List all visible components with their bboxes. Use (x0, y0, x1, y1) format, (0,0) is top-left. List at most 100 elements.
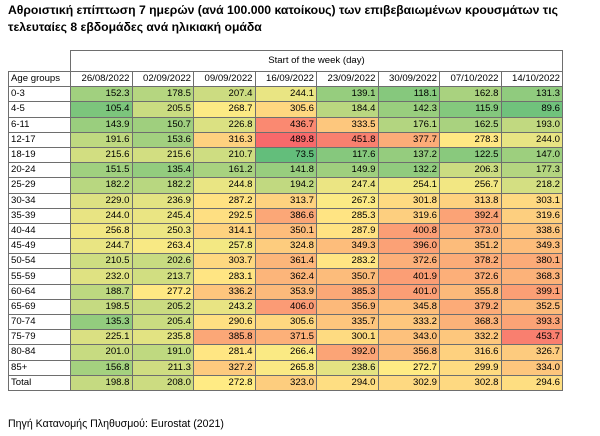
incidence-value-cell: 205.5 (131, 101, 194, 118)
incidence-value-cell: 380.1 (500, 253, 563, 270)
incidence-value-cell: 305.6 (254, 101, 317, 118)
incidence-value-cell: 191.0 (131, 344, 194, 361)
date-header: 16/09/2022 (254, 70, 317, 88)
incidence-value-cell: 489.8 (254, 131, 317, 148)
incidence-value-cell: 400.8 (377, 222, 440, 240)
incidence-value-cell: 319.6 (377, 207, 440, 224)
incidence-value-cell: 244.8 (193, 177, 256, 194)
table-row: 75-79 225.1 235.8 385.8 371.5 300.1 343.0 332.2… (8, 329, 563, 346)
incidence-value-cell: 356.8 (377, 344, 440, 361)
table-row: 6-11 143.9 150.7 226.8 436.7 333.5 176.1 162.5 1… (8, 116, 563, 133)
incidence-value-cell: 205.4 (131, 313, 194, 331)
table-row: 18-19 215.6 215.6 210.7 73.5 117.6 137.2 122.5 1… (8, 146, 563, 164)
incidence-value-cell: 208.0 (131, 374, 194, 391)
incidence-value-cell: 182.2 (131, 177, 194, 194)
week-header: Start of the week (day) (70, 50, 563, 72)
incidence-value-cell: 323.0 (254, 374, 317, 391)
incidence-value-cell: 379.2 (439, 298, 502, 316)
incidence-value-cell: 201.0 (70, 344, 133, 361)
incidence-value-cell: 176.1 (377, 116, 440, 133)
incidence-value-cell: 213.7 (131, 268, 194, 285)
incidence-value-cell: 372.6 (377, 253, 440, 270)
incidence-value-cell: 294.0 (316, 374, 379, 391)
age-group-label: 35-39 (8, 207, 71, 224)
table-row: 80-84 201.0 191.0 281.4 266.4 392.0 356.8 316.6… (8, 344, 563, 361)
incidence-value-cell: 263.4 (131, 238, 194, 255)
age-group-label: 20-24 (8, 162, 71, 179)
incidence-value-cell: 150.7 (131, 116, 194, 133)
incidence-value-cell: 198.8 (70, 374, 133, 391)
incidence-value-cell: 238.6 (316, 359, 379, 376)
incidence-value-cell: 368.3 (500, 268, 563, 285)
incidence-value-cell: 303.1 (500, 192, 563, 209)
incidence-value-cell: 283.2 (316, 253, 379, 270)
incidence-value-cell: 256.8 (70, 222, 133, 240)
incidence-value-cell: 149.9 (316, 162, 379, 179)
table-row: 0-3 152.3 178.5 207.4 244.1 139.1 118.1 162.8 13… (8, 86, 563, 103)
table-row: Total 198.8 208.0 272.8 323.0 294.0 302.9 302.8… (8, 374, 563, 391)
incidence-value-cell: 267.3 (316, 192, 379, 209)
incidence-value-cell: 326.7 (500, 344, 563, 361)
incidence-value-cell: 299.9 (439, 359, 502, 376)
date-header: 07/10/2022 (439, 70, 502, 88)
incidence-value-cell: 313.7 (254, 192, 317, 209)
table-row: 12-17 191.6 153.6 316.3 489.8 451.8 377.7 278.3… (8, 131, 563, 148)
table-row: 25-29 182.2 182.2 244.8 194.2 247.4 254.1 256.7… (8, 177, 563, 194)
incidence-value-cell: 377.7 (377, 131, 440, 148)
incidence-value-cell: 290.6 (193, 313, 256, 331)
date-header: 14/10/2022 (500, 70, 563, 88)
age-group-label: 85+ (8, 359, 71, 376)
incidence-value-cell: 386.6 (254, 207, 317, 224)
age-group-label: Total (8, 374, 71, 391)
incidence-value-cell: 244.1 (254, 86, 317, 103)
incidence-value-cell: 336.2 (193, 283, 256, 300)
incidence-value-cell: 218.2 (500, 177, 563, 194)
age-group-label: 45-49 (8, 238, 71, 255)
incidence-value-cell: 143.9 (70, 116, 133, 133)
table-row: 35-39 244.0 245.4 292.5 386.6 285.3 319.6 392.4… (8, 207, 563, 224)
incidence-value-cell: 156.8 (70, 359, 133, 376)
incidence-value-cell: 350.1 (254, 222, 317, 240)
incidence-value-cell: 453.7 (500, 329, 563, 346)
incidence-value-cell: 117.6 (316, 146, 379, 164)
incidence-value-cell: 89.6 (500, 101, 563, 118)
age-group-label: 40-44 (8, 222, 71, 240)
incidence-value-cell: 292.5 (193, 207, 256, 224)
incidence-value-cell: 236.9 (131, 192, 194, 209)
incidence-value-cell: 153.6 (131, 131, 194, 148)
incidence-value-cell: 399.1 (500, 283, 563, 300)
incidence-value-cell: 250.3 (131, 222, 194, 240)
incidence-value-cell: 314.1 (193, 222, 256, 240)
incidence-value-cell: 392.4 (439, 207, 502, 224)
incidence-table: Start of the week (day) Age groups 26/08… (8, 50, 563, 391)
age-group-label: 80-84 (8, 344, 71, 361)
table-row: 85+ 156.8 211.3 327.2 265.8 238.6 272.7 299.9 33… (8, 359, 563, 376)
incidence-value-cell: 244.0 (500, 131, 563, 148)
incidence-value-cell: 191.6 (70, 131, 133, 148)
incidence-value-cell: 277.2 (131, 283, 194, 300)
incidence-value-cell: 345.8 (377, 298, 440, 316)
incidence-value-cell: 245.4 (131, 207, 194, 224)
age-group-label: 4-5 (8, 101, 71, 118)
incidence-value-cell: 352.5 (500, 298, 563, 316)
incidence-value-cell: 206.3 (439, 162, 502, 179)
incidence-value-cell: 142.3 (377, 101, 440, 118)
incidence-value-cell: 131.3 (500, 86, 563, 103)
date-header: 23/09/2022 (316, 70, 379, 88)
incidence-value-cell: 287.9 (316, 222, 379, 240)
incidence-value-cell: 396.0 (377, 238, 440, 255)
incidence-value-cell: 393.3 (500, 313, 563, 331)
incidence-value-cell: 378.2 (439, 253, 502, 270)
incidence-value-cell: 266.4 (254, 344, 317, 361)
age-group-label: 25-29 (8, 177, 71, 194)
table-row: 65-69 198.5 205.2 243.2 406.0 356.9 345.8 379.2… (8, 298, 563, 316)
age-group-label: 75-79 (8, 329, 71, 346)
table-body: 0-3 152.3 178.5 207.4 244.1 139.1 118.1 162.8 13… (8, 86, 563, 391)
incidence-value-cell: 232.0 (70, 268, 133, 285)
incidence-value-cell: 226.8 (193, 116, 256, 133)
incidence-value-cell: 202.6 (131, 253, 194, 270)
incidence-value-cell: 207.4 (193, 86, 256, 103)
incidence-value-cell: 285.3 (316, 207, 379, 224)
incidence-value-cell: 327.2 (193, 359, 256, 376)
date-header-row: Age groups 26/08/2022 02/09/2022 09/09/202… (8, 70, 563, 88)
